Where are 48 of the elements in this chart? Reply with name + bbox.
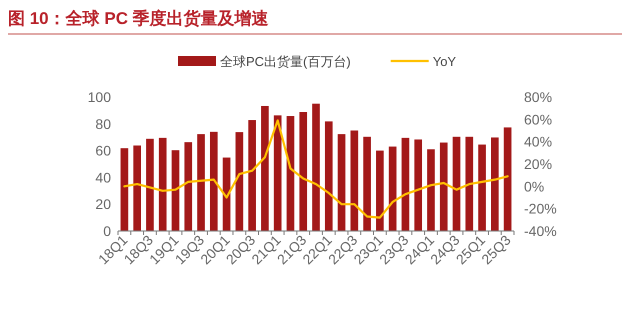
bar	[158, 138, 167, 231]
bar	[312, 104, 320, 231]
y2-tick-label: 40%	[524, 134, 552, 150]
chart-title: 图 10：全球 PC 季度出货量及增速	[8, 9, 269, 28]
bar	[236, 132, 244, 231]
bar	[452, 136, 460, 231]
y-tick-label: 0	[103, 223, 112, 239]
bar	[440, 142, 448, 231]
bar	[261, 106, 269, 231]
y2-tick-label: -40%	[524, 223, 557, 239]
y2-tick-label: 20%	[524, 156, 552, 172]
y-tick-label: 60	[95, 142, 112, 159]
bar	[465, 136, 474, 231]
bar	[274, 115, 282, 231]
bar	[388, 146, 396, 231]
bar	[350, 130, 358, 231]
bar	[427, 149, 435, 231]
bar	[248, 120, 256, 231]
bar	[376, 150, 384, 231]
bar	[324, 121, 333, 231]
bar	[197, 134, 205, 231]
y-tick-label: 100	[88, 89, 112, 105]
bar	[491, 137, 499, 231]
bar	[286, 116, 294, 231]
bar	[146, 138, 154, 231]
bar	[172, 150, 180, 231]
y-tick-label: 80	[95, 116, 112, 132]
bar	[478, 144, 486, 231]
bar	[299, 112, 308, 231]
bar	[402, 138, 410, 231]
legend-label: 全球PC出货量(百万台)	[220, 54, 351, 69]
bar	[184, 142, 192, 231]
bar	[338, 134, 346, 231]
y2-tick-label: -20%	[524, 200, 557, 217]
y2-tick-label: 60%	[524, 111, 552, 128]
bar	[222, 158, 230, 231]
y-tick-label: 40	[95, 169, 112, 186]
line-series	[123, 119, 509, 219]
bar	[210, 132, 218, 231]
bar	[133, 146, 141, 231]
y2-tick-label: 80%	[524, 89, 552, 105]
bar	[120, 148, 128, 231]
bar	[504, 127, 512, 231]
y2-tick-label: 0%	[524, 178, 544, 194]
bar	[363, 136, 371, 231]
y-tick-label: 20	[95, 196, 112, 212]
bar	[414, 139, 422, 231]
legend-label: YoY	[432, 54, 456, 69]
